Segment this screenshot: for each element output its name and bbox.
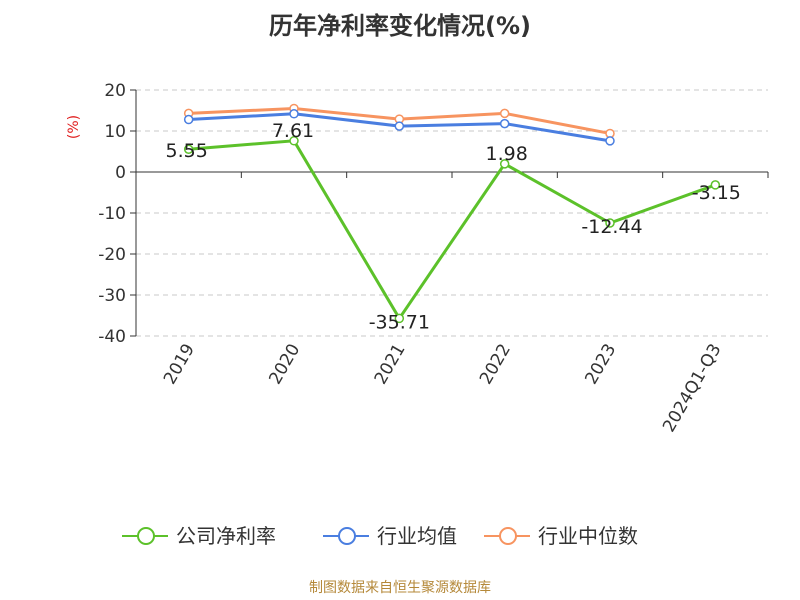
legend-item-1: 行业均值 <box>323 524 457 548</box>
y-axis-label: (%) <box>66 115 82 139</box>
legend-marker <box>137 527 155 545</box>
data-label: 5.55 <box>166 140 208 162</box>
legend-marker <box>338 527 356 545</box>
y-tick-label: -10 <box>98 204 126 224</box>
chart-title: 历年净利率变化情况(%) <box>269 12 531 40</box>
data-point <box>289 136 299 146</box>
axis-layer: 20 10 0 -10 -20 -30 -40 (%) 2019 2020 2021 2022 2023… <box>66 81 769 436</box>
data-point <box>183 144 194 154</box>
data-label: -35.71 <box>369 311 430 333</box>
data-point <box>289 109 299 119</box>
data-point <box>394 313 405 324</box>
data-point <box>710 180 721 190</box>
data-point <box>499 108 510 119</box>
y-tick-label: -30 <box>98 286 126 306</box>
data-label: 1.98 <box>486 143 528 165</box>
legend-label: 公司净利率 <box>176 524 276 548</box>
data-point <box>499 159 510 169</box>
legend-label: 行业中位数 <box>538 524 638 548</box>
x-tick-label: 2021 <box>371 341 410 388</box>
data-point <box>605 218 615 228</box>
y-tick-label: -20 <box>98 245 126 265</box>
x-tick-label: 2023 <box>581 341 620 388</box>
x-tick-label: 2019 <box>160 341 199 388</box>
x-tick-label: 2022 <box>476 341 515 388</box>
grid-layer <box>136 89 768 337</box>
data-point <box>605 136 615 146</box>
data-label: 7.61 <box>272 120 314 142</box>
x-tick-label: 2024Q1-Q3 <box>659 341 726 436</box>
data-source-note: 制图数据来自恒生聚源数据库 <box>309 580 491 596</box>
legend-marker <box>499 527 517 545</box>
y-tick-label: 10 <box>104 122 126 142</box>
data-label: -3.15 <box>692 182 741 204</box>
legend-layer: 公司净利率 行业均值 行业中位数 <box>122 524 638 548</box>
series-layer <box>183 103 721 324</box>
y-tick-label: -40 <box>98 327 126 347</box>
data-point <box>499 118 510 129</box>
data-point <box>183 114 194 125</box>
legend-item-2: 行业中位数 <box>484 524 638 548</box>
data-label: -12.44 <box>581 216 642 238</box>
legend-item-0: 公司净利率 <box>122 524 276 548</box>
series-line-0 <box>188 139 716 322</box>
x-tick-label: 2020 <box>265 341 304 388</box>
legend-label: 行业均值 <box>377 524 457 548</box>
data-point <box>394 121 405 131</box>
label-layer: 5.55 7.61 -35.71 1.98 -12.44 -3.15 <box>166 120 741 334</box>
y-tick-label: 0 <box>115 163 126 183</box>
y-tick-label: 20 <box>104 81 126 101</box>
